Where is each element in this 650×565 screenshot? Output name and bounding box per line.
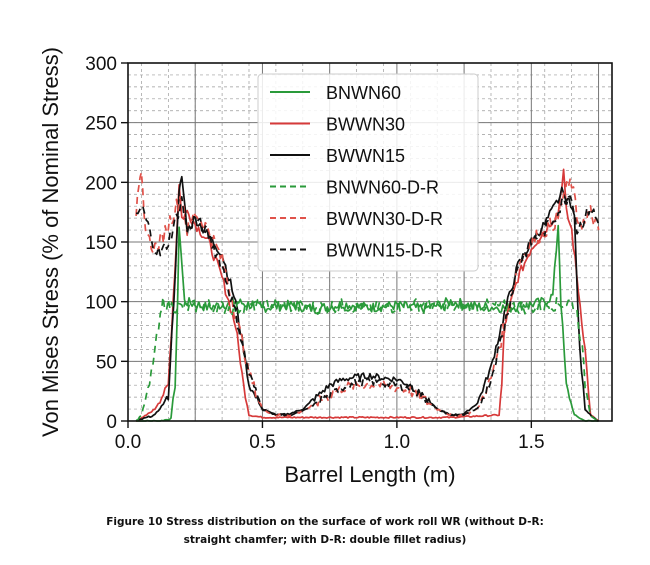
x-tick-label: 0.5 — [249, 432, 275, 453]
caption-line-1: Figure 10 Stress distribution on the sur… — [106, 516, 544, 528]
y-axis-title: Von Mises Stress (% of Nominal Stress) — [38, 47, 63, 437]
legend: BNWN60 BWWN30 BWWN15 BNWN60-D-R BWWN30-D-R BW… — [257, 73, 479, 272]
x-tick-label: 1.5 — [518, 432, 544, 453]
legend-label: BWWN15-D-R — [326, 241, 443, 261]
axis-tick-labels: 0 50 100 150 200 250 300 0.0 0.5 1.0 1.5 — [85, 54, 544, 453]
series-line-bwwn15-d-r — [135, 195, 600, 417]
legend-label: BNWN60 — [326, 83, 401, 103]
caption-line-2: straight chamfer; with D-R: double fille… — [183, 534, 467, 546]
legend-box — [257, 73, 479, 272]
y-tick-label: 100 — [85, 293, 117, 314]
y-tick-label: 150 — [85, 233, 117, 254]
legend-label: BWWN15 — [326, 146, 405, 166]
series-layer — [135, 168, 600, 422]
legend-label: BNWN60-D-R — [326, 178, 439, 198]
axis-ticks — [121, 62, 533, 428]
y-tick-label: 50 — [96, 352, 117, 373]
y-tick-label: 250 — [85, 114, 117, 135]
y-tick-label: 0 — [106, 412, 117, 433]
legend-label: BWWN30-D-R — [326, 209, 443, 229]
series-line-bwwn30 — [135, 168, 600, 422]
y-tick-label: 300 — [85, 54, 117, 75]
figure-caption: Figure 10 Stress distribution on the sur… — [0, 513, 650, 549]
legend-label: BWWN30 — [326, 115, 405, 135]
x-tick-label: 0.0 — [115, 432, 141, 453]
chart: 0 50 100 150 200 250 300 0.0 0.5 1.0 1.5 Barrel Le… — [38, 47, 613, 487]
x-tick-label: 1.0 — [384, 432, 410, 453]
y-tick-label: 200 — [85, 173, 117, 194]
series-line-bnwn60-d-r — [135, 296, 599, 422]
x-axis-title: Barrel Length (m) — [284, 462, 455, 487]
